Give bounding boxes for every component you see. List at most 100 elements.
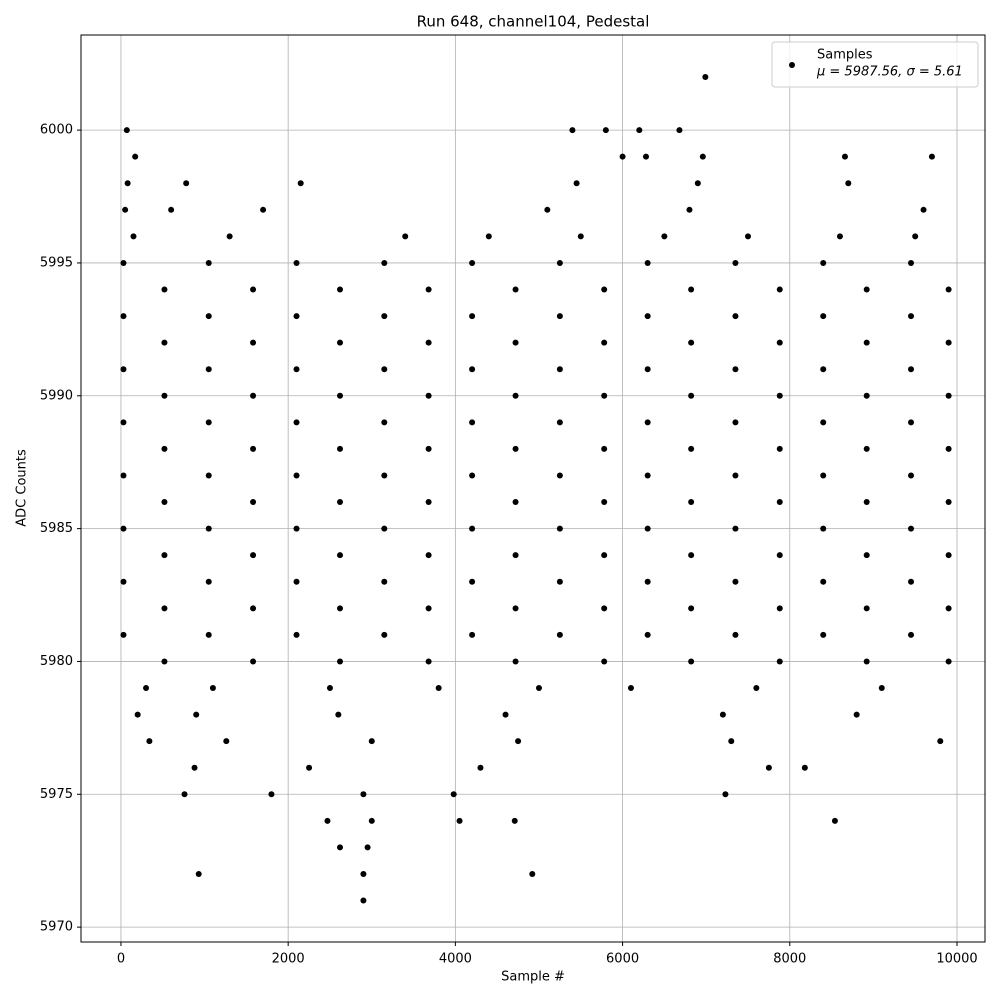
point [381,525,388,532]
x-tick-label: 0 [117,952,125,967]
point [661,233,668,240]
point [512,339,519,346]
point [688,392,695,399]
point [381,313,388,320]
point [556,419,563,426]
point [191,764,198,771]
point [556,578,563,585]
point [644,525,651,532]
point [161,392,168,399]
point [688,445,695,452]
point [205,419,212,426]
point [250,605,257,612]
point [688,339,695,346]
point [223,738,230,745]
legend-label: Samples [817,48,873,63]
point [556,472,563,479]
point [161,552,168,559]
point [337,339,344,346]
point [831,817,838,824]
point [250,499,257,506]
point [456,817,463,824]
point [120,259,127,266]
point [512,499,519,506]
point [306,764,313,771]
point [120,366,127,373]
point [123,127,130,134]
point [863,499,870,506]
point [937,738,944,745]
point [732,313,739,320]
point [435,685,442,692]
point [477,764,484,771]
point [425,552,432,559]
legend-stats: μ = 5987.56, σ = 5.61 [816,65,963,80]
point [732,578,739,585]
point [512,552,519,559]
point [820,578,827,585]
point [776,658,783,665]
x-tick-label: 4000 [439,952,472,967]
point [853,711,860,718]
point [732,419,739,426]
point [360,870,367,877]
point [515,738,522,745]
point [644,313,651,320]
point [161,499,168,506]
point [293,419,300,426]
point [577,233,584,240]
point [205,259,212,266]
point [728,738,735,745]
point [502,711,509,718]
point [753,685,760,692]
point [297,180,304,187]
point [335,711,342,718]
point [644,259,651,266]
point [601,552,608,559]
point [801,764,808,771]
point [161,605,168,612]
point [644,366,651,373]
point [601,339,608,346]
point [836,233,843,240]
point [601,499,608,506]
point [776,392,783,399]
point [776,286,783,293]
point [601,286,608,293]
point [627,685,634,692]
plot-frame [80,34,986,943]
y-tick-label: 5975 [40,787,73,802]
y-axis-label: ADC Counts [15,449,30,527]
point [293,313,300,320]
point [688,605,695,612]
point [250,658,257,665]
point [863,658,870,665]
point [293,472,300,479]
point [912,233,919,240]
point [945,339,952,346]
point [694,180,701,187]
y-tick-label: 5970 [40,920,73,935]
point [260,206,267,213]
point [209,685,216,692]
point [360,897,367,904]
x-tick-label: 10000 [936,952,977,967]
point [195,870,202,877]
point [124,180,131,187]
point [120,631,127,638]
point [920,206,927,213]
point [702,73,709,80]
point [820,472,827,479]
point [535,685,542,692]
point [337,605,344,612]
point [928,153,935,160]
point [688,552,695,559]
point [636,127,643,134]
point [326,685,333,692]
chart-title: Run 648, channel104, Pedestal [417,13,650,31]
point [863,605,870,612]
point [765,764,772,771]
point [368,817,375,824]
point [732,472,739,479]
point [469,578,476,585]
